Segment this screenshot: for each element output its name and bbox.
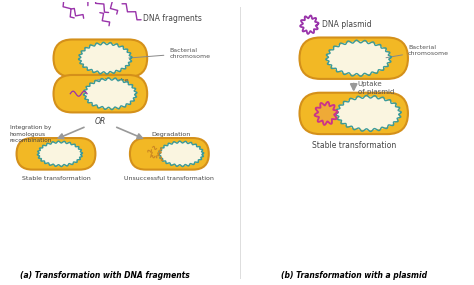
- Text: Uptake
of plasmid: Uptake of plasmid: [358, 81, 394, 95]
- Text: DNA fragments: DNA fragments: [143, 14, 201, 23]
- FancyBboxPatch shape: [17, 138, 95, 170]
- Text: Bacterial
chromosome: Bacterial chromosome: [129, 48, 210, 59]
- Text: Stable transformation: Stable transformation: [311, 141, 396, 150]
- Polygon shape: [315, 102, 337, 125]
- Ellipse shape: [38, 142, 82, 166]
- Text: Uptake
of DNA: Uptake of DNA: [104, 78, 129, 91]
- Text: Integration by
homologous
recombination: Integration by homologous recombination: [9, 125, 52, 143]
- Text: OR: OR: [95, 117, 106, 126]
- Ellipse shape: [337, 97, 400, 130]
- FancyBboxPatch shape: [300, 93, 408, 134]
- Text: Bacterial
chromosome: Bacterial chromosome: [386, 45, 449, 58]
- Text: Unsuccessful transformation: Unsuccessful transformation: [124, 176, 214, 180]
- FancyBboxPatch shape: [54, 75, 147, 112]
- FancyBboxPatch shape: [54, 40, 147, 77]
- Ellipse shape: [327, 41, 390, 75]
- Ellipse shape: [160, 142, 203, 166]
- Ellipse shape: [80, 43, 131, 73]
- Text: Stable transformation: Stable transformation: [22, 176, 91, 180]
- Text: DNA plasmid: DNA plasmid: [322, 20, 372, 29]
- Text: (a) Transformation with DNA fragments: (a) Transformation with DNA fragments: [20, 270, 190, 280]
- Text: (b) Transformation with a plasmid: (b) Transformation with a plasmid: [281, 270, 427, 280]
- Ellipse shape: [84, 79, 136, 109]
- Text: Degradation: Degradation: [152, 132, 191, 137]
- FancyBboxPatch shape: [300, 38, 408, 79]
- FancyBboxPatch shape: [130, 138, 209, 170]
